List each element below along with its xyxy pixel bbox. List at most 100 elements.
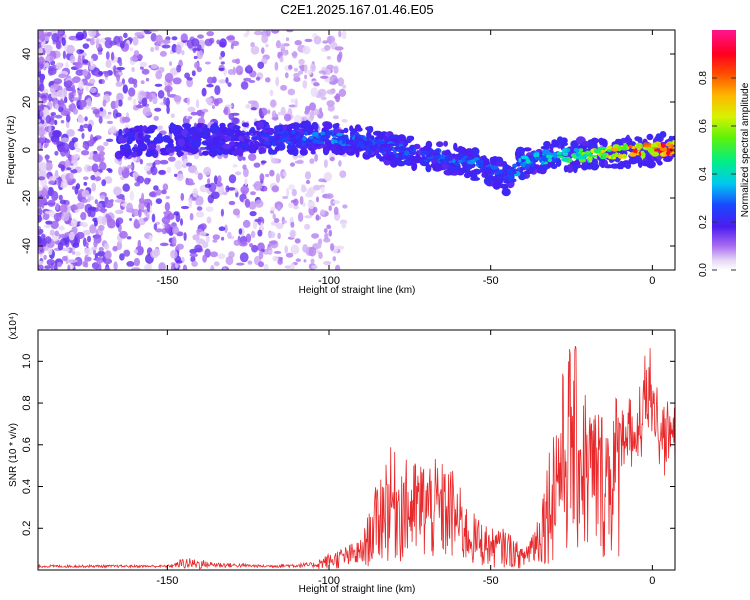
noise-blob [171, 36, 178, 41]
noise-blob [335, 93, 341, 103]
noise-blob [66, 129, 75, 137]
noise-blob [75, 183, 81, 190]
ridge-core [531, 163, 535, 167]
noise-blob [89, 209, 96, 218]
noise-blob [205, 97, 213, 104]
noise-blob [230, 43, 234, 50]
noise-blob [104, 37, 112, 41]
noise-blob [250, 230, 256, 238]
noise-blob [155, 198, 163, 205]
noise-blob [161, 216, 171, 225]
ridge-core [562, 151, 569, 157]
noise-blob [213, 98, 220, 107]
ridge-core [420, 150, 428, 156]
noise-blob [323, 228, 328, 234]
noise-blob [251, 244, 259, 253]
noise-blob [90, 134, 94, 144]
noise-blob [126, 202, 133, 212]
noise-blob [148, 191, 156, 198]
noise-blob [188, 198, 193, 209]
ridge-blob [202, 132, 208, 140]
noise-blob [85, 85, 89, 92]
noise-blob [269, 169, 275, 177]
ridge-core [353, 139, 359, 145]
spectrogram-y-label: Frequency (Hz) [6, 116, 17, 185]
noise-blob [215, 182, 223, 187]
noise-blob [213, 261, 220, 267]
noise-blob [182, 264, 188, 270]
noise-blob [71, 250, 76, 255]
noise-blob [265, 43, 269, 48]
noise-blob [59, 180, 69, 189]
noise-blob [244, 178, 248, 186]
noise-blob [72, 242, 80, 248]
noise-blob [119, 230, 128, 239]
ridge-core [556, 151, 563, 155]
noise-blob [137, 239, 142, 250]
noise-blob [92, 109, 101, 115]
noise-blob [200, 113, 205, 118]
noise-blob [206, 30, 214, 37]
ridge-blob [176, 150, 184, 157]
noise-blob [284, 245, 289, 254]
noise-blob [98, 161, 107, 171]
noise-blob [199, 223, 207, 230]
noise-blob [227, 82, 232, 87]
noise-blob [154, 45, 160, 51]
noise-blob [105, 51, 110, 60]
noise-blob [188, 116, 193, 120]
noise-blob [153, 223, 158, 231]
ridge-core [244, 138, 249, 143]
noise-blob [137, 54, 144, 60]
noise-blob [212, 105, 215, 109]
noise-blob [78, 80, 84, 91]
noise-blob [62, 142, 70, 153]
noise-blob [280, 106, 286, 115]
noise-blob [154, 83, 163, 87]
noise-blob [180, 205, 190, 210]
noise-blob [233, 239, 241, 246]
ridge-core [350, 134, 354, 138]
ridge-blob [498, 183, 509, 189]
noise-blob [100, 206, 106, 214]
noise-blob [250, 191, 256, 196]
noise-blob [103, 258, 113, 265]
ridge-core [490, 172, 494, 176]
noise-blob [323, 237, 331, 243]
noise-blob [79, 49, 85, 53]
noise-blob [127, 164, 133, 169]
ridge-core [235, 133, 240, 136]
noise-blob [86, 38, 91, 42]
noise-blob [239, 252, 249, 263]
noise-blob [275, 40, 281, 49]
ridge-blob [459, 167, 466, 173]
noise-blob [38, 154, 43, 163]
noise-blob [148, 234, 153, 242]
ridge-core [330, 138, 335, 145]
noise-blob [173, 211, 180, 216]
noise-blob [126, 236, 132, 240]
noise-blob [260, 222, 264, 231]
noise-blob [173, 95, 182, 103]
noise-blob [227, 231, 232, 239]
snr-frame [37, 329, 676, 571]
noise-blob [155, 70, 163, 80]
noise-blob [258, 261, 264, 268]
ridge-core [347, 139, 354, 145]
noise-blob [74, 61, 83, 69]
noise-blob [284, 72, 289, 79]
noise-blob [292, 205, 299, 210]
noise-blob [187, 106, 196, 113]
ridge-blob [148, 143, 157, 150]
noise-blob [189, 213, 194, 221]
noise-blob [119, 253, 125, 261]
noise-blob [38, 186, 43, 192]
ridge-core [251, 136, 259, 141]
noise-blob [317, 240, 322, 249]
noise-blob [68, 259, 78, 263]
ridge-core [360, 138, 364, 142]
noise-blob [40, 187, 48, 198]
ridge-blob [600, 162, 605, 169]
noise-blob [152, 96, 158, 105]
noise-blob [58, 176, 62, 187]
